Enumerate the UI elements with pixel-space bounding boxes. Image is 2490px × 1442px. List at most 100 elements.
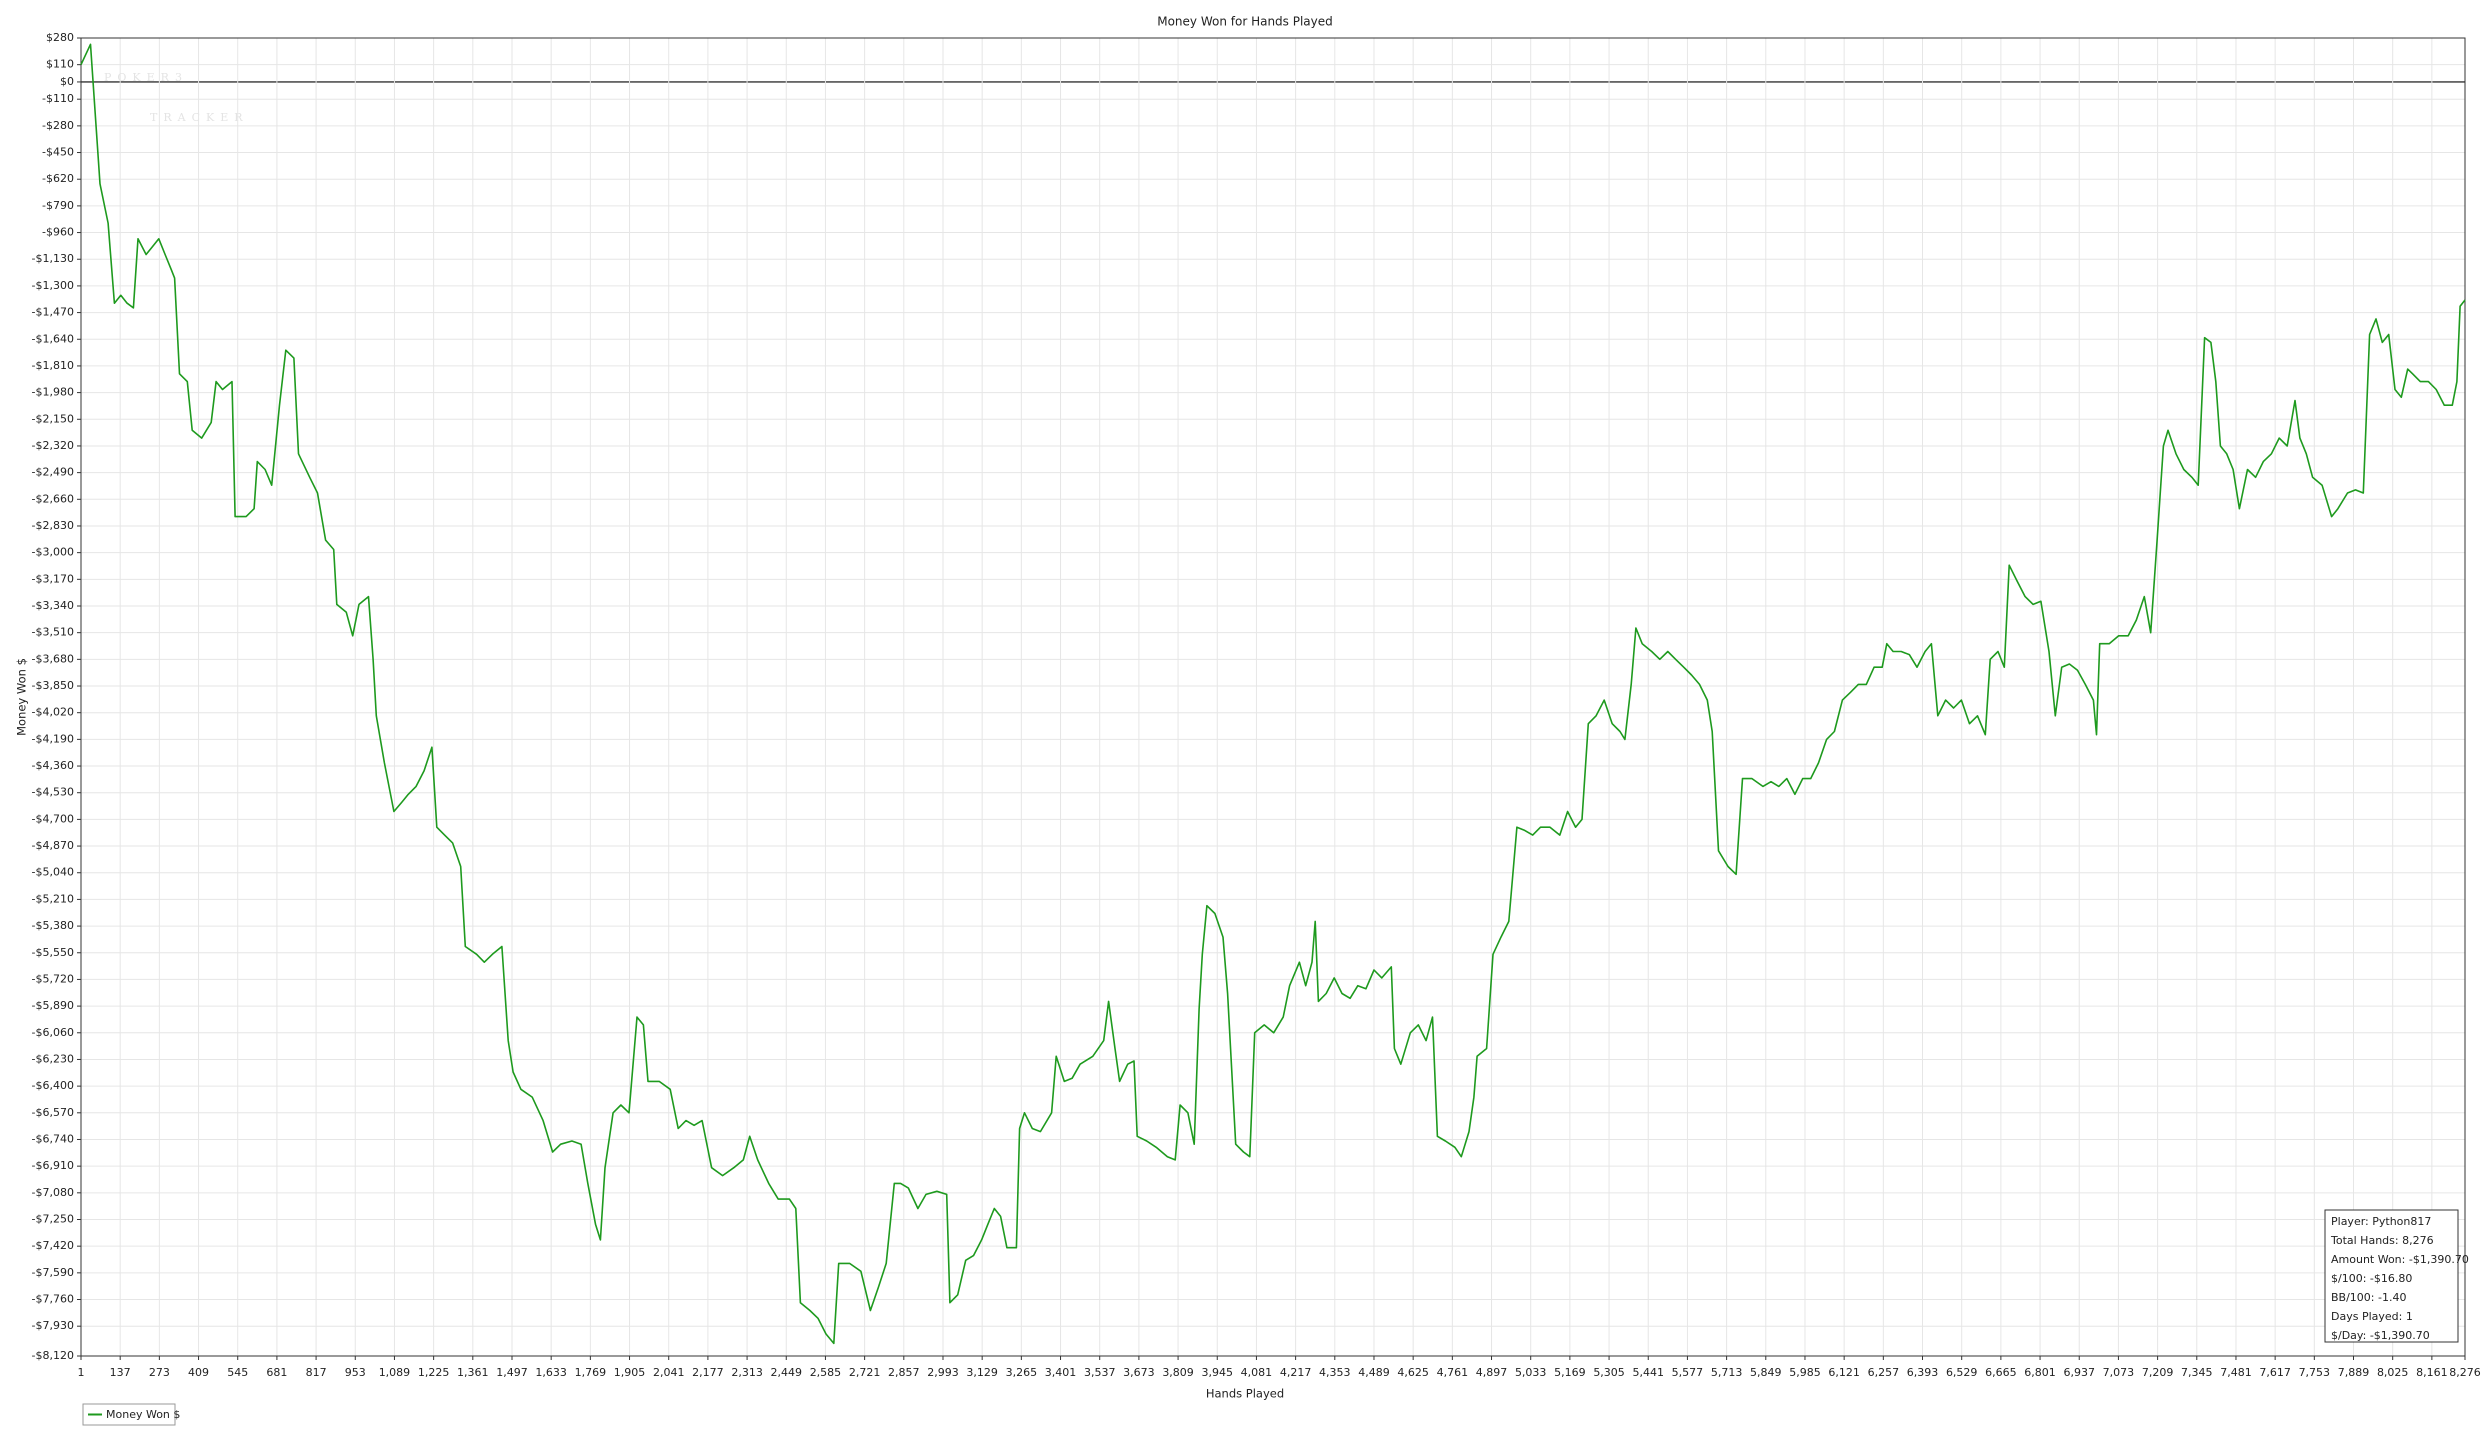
x-tick-label: 4,625 — [1397, 1366, 1429, 1379]
x-tick-label: 1,089 — [379, 1366, 411, 1379]
y-tick-label: -$4,870 — [32, 839, 74, 852]
y-tick-label: -$6,910 — [32, 1159, 74, 1172]
y-tick-label: -$7,420 — [32, 1239, 74, 1252]
y-tick-label: -$6,230 — [32, 1052, 74, 1065]
x-tick-label: 8,161 — [2416, 1366, 2448, 1379]
y-tick-label: -$4,020 — [32, 706, 74, 719]
legend-label: Money Won $ — [106, 1408, 180, 1421]
y-tick-label: -$7,250 — [32, 1212, 74, 1225]
stats-line: Days Played: 1 — [2331, 1310, 2413, 1323]
x-tick-label: 4,897 — [1476, 1366, 1508, 1379]
y-tick-label: -$3,170 — [32, 572, 74, 585]
x-tick-label: 7,209 — [2142, 1366, 2174, 1379]
y-tick-label: -$2,660 — [32, 492, 74, 505]
x-tick-label: 2,857 — [888, 1366, 920, 1379]
plot-area — [81, 38, 2465, 1356]
x-tick-label: 3,401 — [1045, 1366, 1077, 1379]
y-tick-label: -$5,040 — [32, 866, 74, 879]
x-tick-label: 4,353 — [1319, 1366, 1351, 1379]
x-tick-label: 2,313 — [731, 1366, 763, 1379]
y-tick-label: -$5,720 — [32, 972, 74, 985]
y-tick-label: -$3,850 — [32, 679, 74, 692]
y-tick-label: -$4,190 — [32, 732, 74, 745]
series-line — [80, 43, 2466, 1345]
x-tick-label: 409 — [188, 1366, 209, 1379]
y-tick-label: -$3,680 — [32, 652, 74, 665]
y-tick-label: -$4,360 — [32, 759, 74, 772]
stats-line: Player: Python817 — [2331, 1215, 2431, 1228]
y-tick-label: -$7,930 — [32, 1319, 74, 1332]
stats-line: Amount Won: -$1,390.70 — [2331, 1253, 2469, 1266]
x-tick-label: 681 — [266, 1366, 287, 1379]
y-tick-label: -$110 — [42, 92, 74, 105]
x-tick-label: 6,393 — [1907, 1366, 1939, 1379]
x-tick-label: 2,721 — [849, 1366, 881, 1379]
y-tick-label: -$8,120 — [32, 1349, 74, 1362]
x-tick-label: 3,537 — [1084, 1366, 1116, 1379]
x-tick-label: 2,993 — [927, 1366, 959, 1379]
y-tick-label: -$960 — [42, 226, 74, 239]
x-tick-label: 6,257 — [1868, 1366, 1900, 1379]
y-tick-label: -$6,570 — [32, 1106, 74, 1119]
y-tick-label: -$1,300 — [32, 279, 74, 292]
x-tick-label: 6,937 — [2063, 1366, 2095, 1379]
x-tick-label: 7,617 — [2259, 1366, 2291, 1379]
y-tick-label: -$1,640 — [32, 332, 74, 345]
x-tick-label: 2,177 — [692, 1366, 724, 1379]
x-tick-label: 1,497 — [496, 1366, 528, 1379]
legend-box — [82, 1403, 176, 1426]
x-tick-label: 953 — [345, 1366, 366, 1379]
y-tick-label: -$6,740 — [32, 1132, 74, 1145]
y-tick-label: -$5,550 — [32, 946, 74, 959]
y-tick-label: -$280 — [42, 119, 74, 132]
y-tick-label: -$1,470 — [32, 306, 74, 319]
x-tick-label: 5,305 — [1593, 1366, 1625, 1379]
x-tick-label: 8,025 — [2377, 1366, 2409, 1379]
y-tick-label: -$4,530 — [32, 786, 74, 799]
x-tick-label: 1,225 — [418, 1366, 450, 1379]
y-tick-label: -$1,130 — [32, 252, 74, 265]
x-tick-label: 2,449 — [771, 1366, 803, 1379]
x-axis-title: Hands Played — [1206, 1387, 1284, 1401]
x-tick-label: 5,033 — [1515, 1366, 1547, 1379]
x-tick-label: 3,265 — [1006, 1366, 1038, 1379]
x-tick-label: 5,577 — [1672, 1366, 1704, 1379]
watermark: POKER3 — [104, 71, 188, 84]
x-tick-label: 1,361 — [457, 1366, 489, 1379]
x-tick-label: 1,769 — [575, 1366, 607, 1379]
x-tick-label: 6,529 — [1946, 1366, 1978, 1379]
x-tick-label: 1 — [78, 1366, 85, 1379]
x-tick-label: 3,129 — [966, 1366, 998, 1379]
y-tick-label: -$3,000 — [32, 546, 74, 559]
x-tick-label: 2,585 — [810, 1366, 842, 1379]
y-tick-label: -$2,830 — [32, 519, 74, 532]
y-tick-label: -$5,210 — [32, 892, 74, 905]
x-tick-label: 7,481 — [2220, 1366, 2252, 1379]
y-tick-label: -$4,700 — [32, 812, 74, 825]
stats-box — [2324, 1209, 2459, 1343]
x-tick-label: 4,217 — [1280, 1366, 1312, 1379]
x-tick-label: 7,889 — [2338, 1366, 2370, 1379]
x-tick-label: 5,169 — [1554, 1366, 1586, 1379]
y-tick-label: -$3,340 — [32, 599, 74, 612]
x-tick-label: 7,345 — [2181, 1366, 2213, 1379]
y-tick-label: -$1,810 — [32, 359, 74, 372]
x-tick-label: 5,441 — [1632, 1366, 1664, 1379]
x-tick-label: 4,489 — [1358, 1366, 1390, 1379]
x-tick-label: 137 — [110, 1366, 131, 1379]
x-tick-label: 4,761 — [1437, 1366, 1469, 1379]
y-tick-label: -$5,890 — [32, 999, 74, 1012]
y-tick-label: $0 — [60, 75, 74, 88]
y-tick-label: $110 — [46, 58, 74, 71]
x-tick-label: 7,753 — [2299, 1366, 2331, 1379]
x-tick-label: 1,905 — [614, 1366, 646, 1379]
x-tick-label: 545 — [227, 1366, 248, 1379]
x-tick-label: 5,849 — [1750, 1366, 1782, 1379]
x-tick-label: 3,673 — [1123, 1366, 1155, 1379]
y-tick-label: -$3,510 — [32, 626, 74, 639]
x-tick-label: 3,809 — [1162, 1366, 1194, 1379]
y-tick-label: -$450 — [42, 146, 74, 159]
y-tick-label: -$7,590 — [32, 1266, 74, 1279]
